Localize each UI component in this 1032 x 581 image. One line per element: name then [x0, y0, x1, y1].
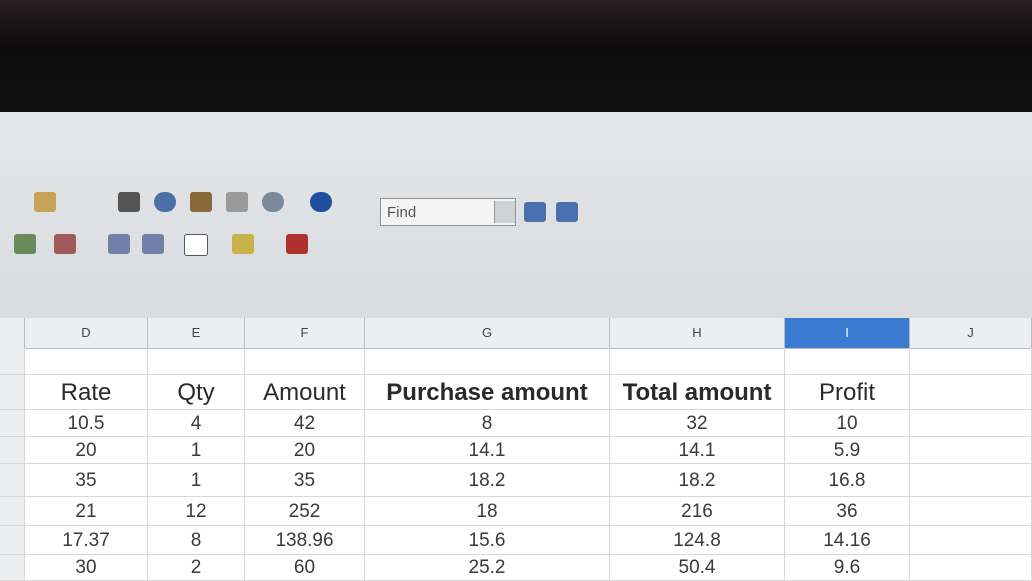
cell[interactable] [910, 348, 1032, 375]
bg-color-icon[interactable] [232, 234, 254, 254]
column-header[interactable]: F [245, 318, 365, 348]
gallery-icon[interactable] [190, 192, 212, 212]
navigator-icon[interactable] [154, 192, 176, 212]
data-cell[interactable]: 216 [610, 497, 785, 526]
data-cell[interactable]: 15.6 [365, 526, 610, 555]
help-icon[interactable] [310, 192, 332, 212]
monitor-bezel [0, 0, 1032, 112]
database-icon[interactable] [226, 192, 248, 212]
zoom-icon[interactable] [262, 192, 284, 212]
cell[interactable] [910, 526, 1032, 555]
row-header [0, 437, 25, 464]
toolbar [0, 112, 1032, 319]
data-cell[interactable]: 10.5 [25, 410, 148, 437]
chart-icon[interactable] [34, 192, 56, 212]
cell[interactable] [910, 375, 1032, 410]
cell[interactable] [25, 348, 148, 375]
data-cell[interactable]: 8 [148, 526, 245, 555]
indent-icon[interactable] [108, 234, 130, 254]
data-cell[interactable]: 14.16 [785, 526, 910, 555]
data-cell[interactable]: 20 [25, 437, 148, 464]
row-header [0, 464, 25, 497]
header-cell[interactable]: Amount [245, 375, 365, 410]
row-header [0, 410, 25, 437]
data-cell[interactable]: 21 [25, 497, 148, 526]
data-cell[interactable]: 50.4 [610, 555, 785, 581]
header-cell[interactable]: Qty [148, 375, 245, 410]
cell[interactable] [148, 348, 245, 375]
decimal-add-icon[interactable] [14, 234, 36, 254]
cell[interactable] [785, 348, 910, 375]
decimal-remove-icon[interactable] [54, 234, 76, 254]
data-cell[interactable]: 4 [148, 410, 245, 437]
row-header [0, 375, 25, 410]
data-cell[interactable]: 30 [25, 555, 148, 581]
cell[interactable] [365, 348, 610, 375]
data-cell[interactable]: 35 [25, 464, 148, 497]
data-cell[interactable]: 25.2 [365, 555, 610, 581]
font-color-icon[interactable] [286, 234, 308, 254]
data-cell[interactable]: 252 [245, 497, 365, 526]
column-header[interactable]: H [610, 318, 785, 348]
column-header[interactable]: G [365, 318, 610, 348]
data-cell[interactable]: 17.37 [25, 526, 148, 555]
data-cell[interactable]: 12 [148, 497, 245, 526]
binoculars-icon[interactable] [118, 192, 140, 212]
find-previous[interactable] [556, 202, 578, 222]
data-cell[interactable]: 60 [245, 555, 365, 581]
data-cell[interactable]: 138.96 [245, 526, 365, 555]
data-cell[interactable]: 14.1 [610, 437, 785, 464]
find-next[interactable] [524, 202, 546, 222]
column-header[interactable]: I [785, 318, 910, 348]
data-cell[interactable]: 124.8 [610, 526, 785, 555]
cell[interactable] [910, 437, 1032, 464]
row-header [0, 526, 25, 555]
data-cell[interactable]: 16.8 [785, 464, 910, 497]
data-cell[interactable]: 1 [148, 464, 245, 497]
cell[interactable] [245, 348, 365, 375]
data-cell[interactable]: 42 [245, 410, 365, 437]
cell[interactable] [910, 464, 1032, 497]
data-cell[interactable]: 9.6 [785, 555, 910, 581]
cell[interactable] [610, 348, 785, 375]
data-cell[interactable]: 2 [148, 555, 245, 581]
data-cell[interactable]: 8 [365, 410, 610, 437]
data-cell[interactable]: 20 [245, 437, 365, 464]
outdent-icon[interactable] [142, 234, 164, 254]
data-cell[interactable]: 10 [785, 410, 910, 437]
row-header [0, 348, 25, 375]
cell[interactable] [910, 555, 1032, 581]
data-cell[interactable]: 18 [365, 497, 610, 526]
row-header-corner [0, 318, 25, 348]
column-header[interactable]: D [25, 318, 148, 348]
cell[interactable] [910, 410, 1032, 437]
data-cell[interactable]: 5.9 [785, 437, 910, 464]
data-cell[interactable]: 1 [148, 437, 245, 464]
find-dropdown[interactable] [494, 201, 515, 223]
data-cell[interactable]: 18.2 [365, 464, 610, 497]
header-cell[interactable]: Profit [785, 375, 910, 410]
row-header [0, 555, 25, 581]
data-cell[interactable]: 35 [245, 464, 365, 497]
column-header[interactable]: E [148, 318, 245, 348]
data-cell[interactable]: 32 [610, 410, 785, 437]
data-cell[interactable]: 18.2 [610, 464, 785, 497]
cell[interactable] [910, 497, 1032, 526]
find-box[interactable]: Find [380, 198, 516, 226]
column-header[interactable]: J [910, 318, 1032, 348]
data-cell[interactable]: 36 [785, 497, 910, 526]
row-header [0, 497, 25, 526]
border-icon[interactable] [184, 234, 208, 256]
header-cell[interactable]: Rate [25, 375, 148, 410]
data-cell[interactable]: 14.1 [365, 437, 610, 464]
header-cell[interactable]: Total amount [610, 375, 785, 410]
header-cell[interactable]: Purchase amount [365, 375, 610, 410]
